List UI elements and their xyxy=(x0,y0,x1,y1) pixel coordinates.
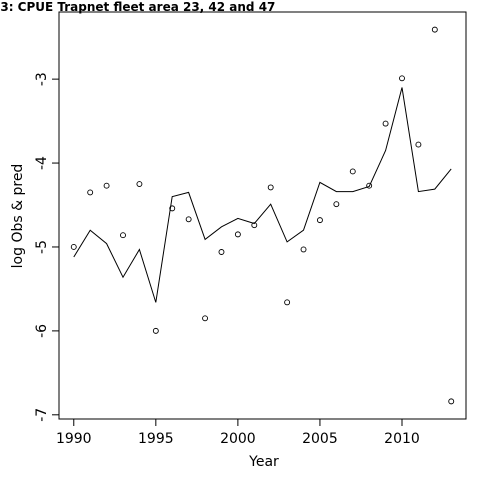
x-tick-label-1995: 1995 xyxy=(138,431,174,447)
y-axis-label: log Obs & pred xyxy=(10,164,26,269)
y-tick-label-0: -7 xyxy=(34,408,50,422)
obs-point-2003 xyxy=(284,299,291,306)
obs-point-2004 xyxy=(300,246,307,253)
series-points-obs xyxy=(70,26,455,405)
obs-point-1996 xyxy=(169,205,176,212)
obs-point-1990 xyxy=(70,244,77,250)
obs-point-2012 xyxy=(431,26,438,33)
obs-point-2010 xyxy=(399,75,405,82)
y-tick-label-2: -5 xyxy=(34,240,50,254)
obs-point-1993 xyxy=(120,232,126,239)
obs-point-1991 xyxy=(87,189,94,196)
x-axis: 1990 1995 2000 2005 2010 xyxy=(56,419,420,447)
obs-point-2011 xyxy=(415,141,422,148)
obs-point-2013 xyxy=(448,398,455,405)
obs-point-2002 xyxy=(267,184,274,191)
obs-point-2006 xyxy=(333,201,340,208)
obs-point-1999 xyxy=(218,249,225,255)
obs-point-1994 xyxy=(136,181,143,187)
obs-point-2000 xyxy=(234,231,241,238)
obs-point-1992 xyxy=(103,182,110,189)
obs-point-1997 xyxy=(185,216,192,223)
obs-point-2007 xyxy=(349,168,356,175)
x-tick-label-2010: 2010 xyxy=(384,431,420,447)
obs-point-2008 xyxy=(366,182,373,189)
x-tick-label-2005: 2005 xyxy=(302,431,338,447)
x-tick-label-1990: 1990 xyxy=(56,431,92,447)
obs-point-2001 xyxy=(251,222,258,229)
obs-point-2005 xyxy=(316,217,323,224)
y-tick-label-1: -6 xyxy=(34,324,50,338)
obs-point-1998 xyxy=(202,315,209,322)
x-tick-label-2000: 2000 xyxy=(220,431,256,447)
y-tick-label-4: -3 xyxy=(34,72,50,86)
series-line-pred xyxy=(73,87,452,303)
obs-point-2009 xyxy=(382,120,389,127)
y-axis: -7 -6 -5 -4 -3 xyxy=(34,72,59,422)
y-tick-label-3: -4 xyxy=(34,156,50,170)
chart-title: 03: CPUE Trapnet fleet area 23, 42 and 4… xyxy=(0,0,275,14)
plot-frame xyxy=(58,11,467,420)
x-axis-label: Year xyxy=(248,454,279,470)
obs-point-1995 xyxy=(152,327,159,334)
